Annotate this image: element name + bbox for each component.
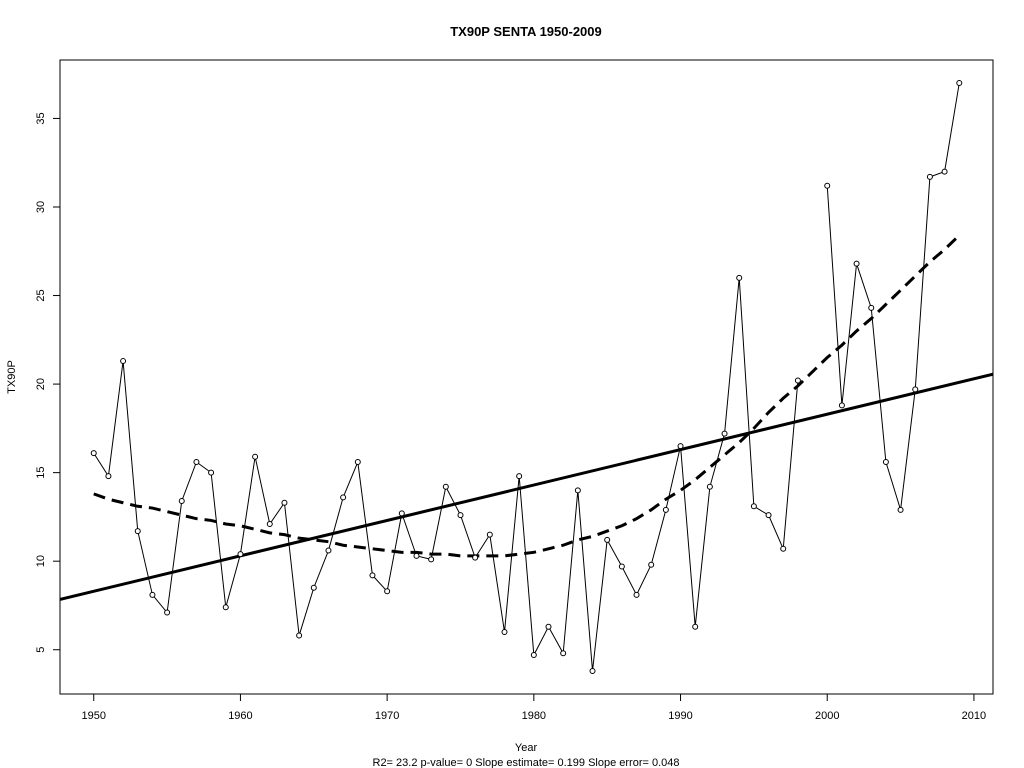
data-point: [736, 274, 743, 281]
data-point: [677, 443, 684, 450]
data-point: [956, 80, 963, 87]
data-point: [486, 531, 493, 538]
series-group: [60, 80, 993, 674]
y-axis-label: TX90P: [6, 360, 18, 394]
data-point: [868, 304, 875, 311]
smoothed-fit-line: [93, 234, 961, 558]
data-point: [516, 473, 523, 480]
data-point: [208, 469, 215, 476]
data-point: [721, 430, 728, 437]
data-point: [340, 494, 347, 501]
data-point: [222, 604, 229, 611]
x-tick-label: 1980: [522, 710, 546, 722]
data-point: [574, 487, 581, 494]
chart-title: TX90P SENTA 1950-2009: [450, 24, 602, 39]
data-point: [560, 650, 567, 657]
data-point: [706, 483, 713, 490]
y-tick-label: 10: [35, 555, 47, 567]
data-point: [178, 497, 185, 504]
data-point: [794, 377, 801, 384]
data-point: [589, 667, 596, 674]
data-point: [413, 552, 420, 559]
data-point: [369, 572, 376, 579]
data-point: [545, 623, 552, 630]
data-point: [428, 556, 435, 563]
y-axis: 5 10 15 20 25 30 35: [35, 112, 60, 653]
y-tick-label: 35: [35, 112, 47, 124]
data-point: [457, 512, 464, 519]
data-point: [882, 459, 889, 466]
y-tick-label: 15: [35, 467, 47, 479]
x-tick-label: 2010: [962, 710, 986, 722]
data-point: [472, 554, 479, 561]
data-point: [648, 561, 655, 568]
data-point: [193, 459, 200, 466]
plot-area: [60, 80, 993, 674]
data-point: [442, 483, 449, 490]
data-point: [926, 173, 933, 180]
observed-series-line: [93, 277, 799, 672]
data-point: [912, 386, 919, 393]
data-point: [765, 512, 772, 519]
data-point: [692, 623, 699, 630]
data-point: [325, 547, 332, 554]
data-point: [384, 588, 391, 595]
linear-trend-line: [60, 372, 993, 601]
y-tick-label: 30: [35, 201, 47, 213]
data-point: [134, 528, 141, 535]
plot-frame: [59, 59, 994, 695]
data-point: [281, 499, 288, 506]
x-axis-label: Year: [515, 742, 538, 754]
data-point: [310, 584, 317, 591]
data-point: [105, 473, 112, 480]
data-point: [750, 503, 757, 510]
data-point: [501, 629, 508, 636]
data-point: [618, 563, 625, 570]
data-point: [149, 591, 156, 598]
x-axis: 1950 1960 1970 1980 1990 2000 2010: [81, 694, 986, 722]
x-tick-label: 1950: [81, 710, 105, 722]
data-point: [604, 536, 611, 543]
x-tick-label: 1970: [375, 710, 399, 722]
data-point: [853, 260, 860, 267]
data-point: [941, 168, 948, 175]
y-tick-label: 25: [35, 289, 47, 301]
data-point: [354, 459, 361, 466]
x-tick-label: 1960: [228, 710, 252, 722]
data-point: [824, 182, 831, 189]
data-point: [398, 510, 405, 517]
data-point: [252, 453, 259, 460]
y-tick-label: 5: [35, 647, 47, 653]
x-tick-label: 1990: [668, 710, 692, 722]
y-tick-label: 20: [35, 378, 47, 390]
data-point: [90, 450, 97, 457]
data-point: [662, 506, 669, 513]
data-point: [530, 652, 537, 659]
data-point: [296, 632, 303, 639]
data-point: [780, 545, 787, 552]
data-point: [838, 402, 845, 409]
data-point: [164, 609, 171, 616]
data-point: [237, 551, 244, 558]
data-point: [120, 358, 127, 365]
x-tick-label: 2000: [815, 710, 839, 722]
data-point: [266, 520, 273, 527]
data-point: [897, 506, 904, 513]
observed-series-line: [826, 82, 960, 510]
data-point: [633, 591, 640, 598]
regression-stats-text: R2= 23.2 p-value= 0 Slope estimate= 0.19…: [373, 757, 680, 768]
